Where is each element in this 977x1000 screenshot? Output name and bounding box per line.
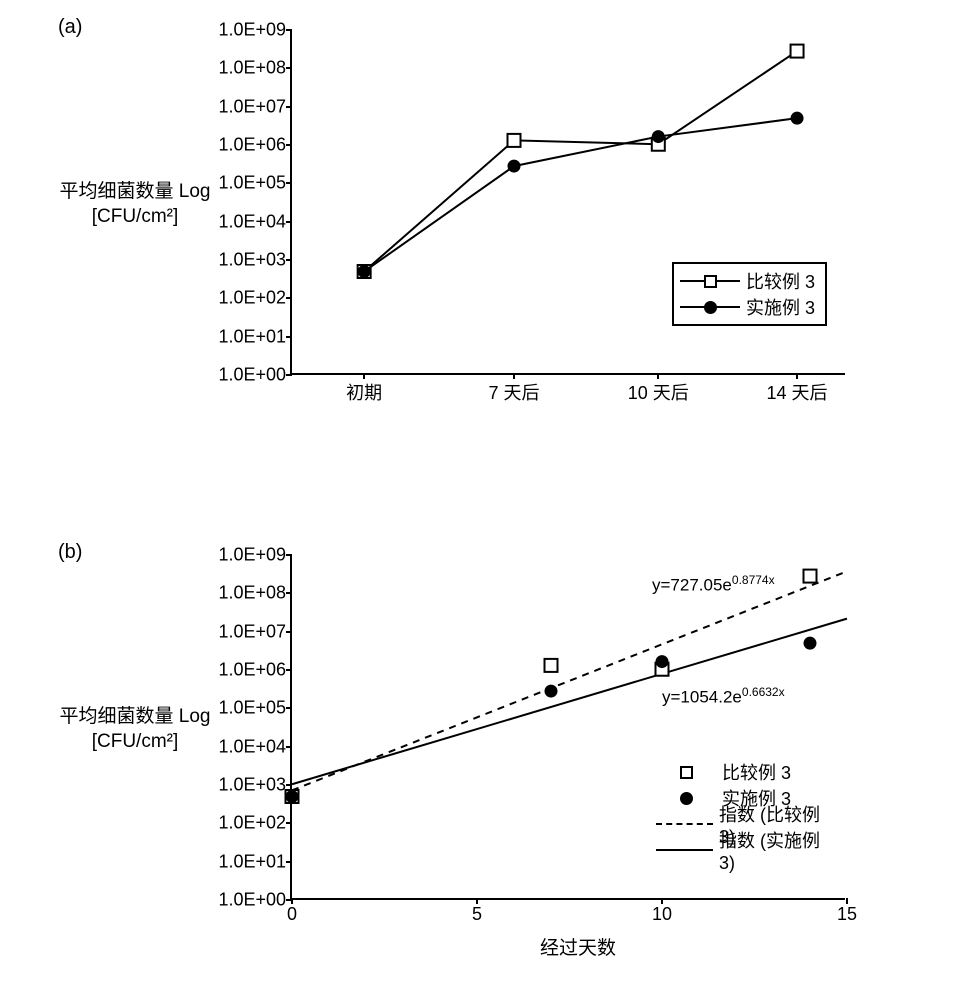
legend-swatch <box>656 840 713 860</box>
ytick-label: 1.0E+06 <box>218 660 286 681</box>
panel-b-label: (b) <box>58 541 82 564</box>
fit-equation: y=1054.2e0.6632x <box>662 685 785 708</box>
xtick-label: 7 天后 <box>488 379 539 405</box>
panel-b-xlabel: 经过天数 <box>540 933 616 960</box>
ytick-label: 1.0E+00 <box>218 365 286 386</box>
ytick-label: 1.0E+03 <box>218 250 286 271</box>
ytick-label: 1.0E+04 <box>218 736 286 757</box>
legend-item: 比较例 3 <box>680 268 815 294</box>
xtick-label: 15 <box>837 904 857 925</box>
ytick-label: 1.0E+09 <box>218 20 286 41</box>
xtick-label: 0 <box>287 904 297 925</box>
legend-item: 实施例 3 <box>680 294 815 320</box>
xtick-label: 初期 <box>346 379 382 405</box>
panel-a-plot-area: 1.0E+001.0E+011.0E+021.0E+031.0E+041.0E+… <box>290 30 845 375</box>
ytick-label: 1.0E+08 <box>218 58 286 79</box>
ytick-label: 1.0E+08 <box>218 583 286 604</box>
legend-swatch <box>656 788 716 808</box>
panel-b-ylabel: 平均细菌数量 Log [CFU/cm²] <box>35 705 235 754</box>
legend-swatch <box>680 297 740 317</box>
legend-text: 实施例 3 <box>746 294 815 320</box>
legend-swatch <box>656 814 713 834</box>
ytick-label: 1.0E+07 <box>218 621 286 642</box>
panel-a-ylabel-1: 平均细菌数量 Log <box>35 180 235 205</box>
legend-item: 指数 (实施例 3) <box>656 837 835 863</box>
fit-equation: y=727.05e0.8774x <box>652 573 775 596</box>
xtick-label: 10 天后 <box>628 379 689 405</box>
panel-a: (a) 平均细菌数量 Log [CFU/cm²] 1.0E+001.0E+011… <box>0 10 977 460</box>
ytick-label: 1.0E+06 <box>218 135 286 156</box>
xtick-label: 10 <box>652 904 672 925</box>
legend: 比较例 3实施例 3 <box>672 262 827 326</box>
panel-a-ylabel-2: [CFU/cm²] <box>35 205 235 230</box>
ytick-label: 1.0E+00 <box>218 890 286 911</box>
legend: 比较例 3实施例 3指数 (比较例 3)指数 (实施例 3) <box>650 755 845 867</box>
xtick-label: 14 天后 <box>767 379 828 405</box>
legend-text: 比较例 3 <box>722 759 791 785</box>
panel-b: (b) 平均细菌数量 Log [CFU/cm²] 1.0E+001.0E+011… <box>0 535 977 985</box>
ytick-label: 1.0E+04 <box>218 211 286 232</box>
ytick-label: 1.0E+05 <box>218 698 286 719</box>
legend-text: 比较例 3 <box>746 268 815 294</box>
ytick-label: 1.0E+01 <box>218 326 286 347</box>
ytick-label: 1.0E+02 <box>218 288 286 309</box>
panel-b-plot-area: 1.0E+001.0E+011.0E+021.0E+031.0E+041.0E+… <box>290 555 845 900</box>
xtick-label: 5 <box>472 904 482 925</box>
panel-a-label: (a) <box>58 16 82 39</box>
ytick-label: 1.0E+01 <box>218 851 286 872</box>
panel-a-ylabel: 平均细菌数量 Log [CFU/cm²] <box>35 180 235 229</box>
panel-b-ylabel-2: [CFU/cm²] <box>35 730 235 755</box>
ytick-label: 1.0E+02 <box>218 813 286 834</box>
panel-b-ylabel-1: 平均细菌数量 Log <box>35 705 235 730</box>
legend-swatch <box>680 271 740 291</box>
legend-text: 指数 (实施例 3) <box>719 827 835 874</box>
ytick-label: 1.0E+07 <box>218 96 286 117</box>
ytick-label: 1.0E+03 <box>218 775 286 796</box>
ytick-label: 1.0E+05 <box>218 173 286 194</box>
ytick-label: 1.0E+09 <box>218 545 286 566</box>
legend-swatch <box>656 762 716 782</box>
legend-item: 比较例 3 <box>656 759 835 785</box>
